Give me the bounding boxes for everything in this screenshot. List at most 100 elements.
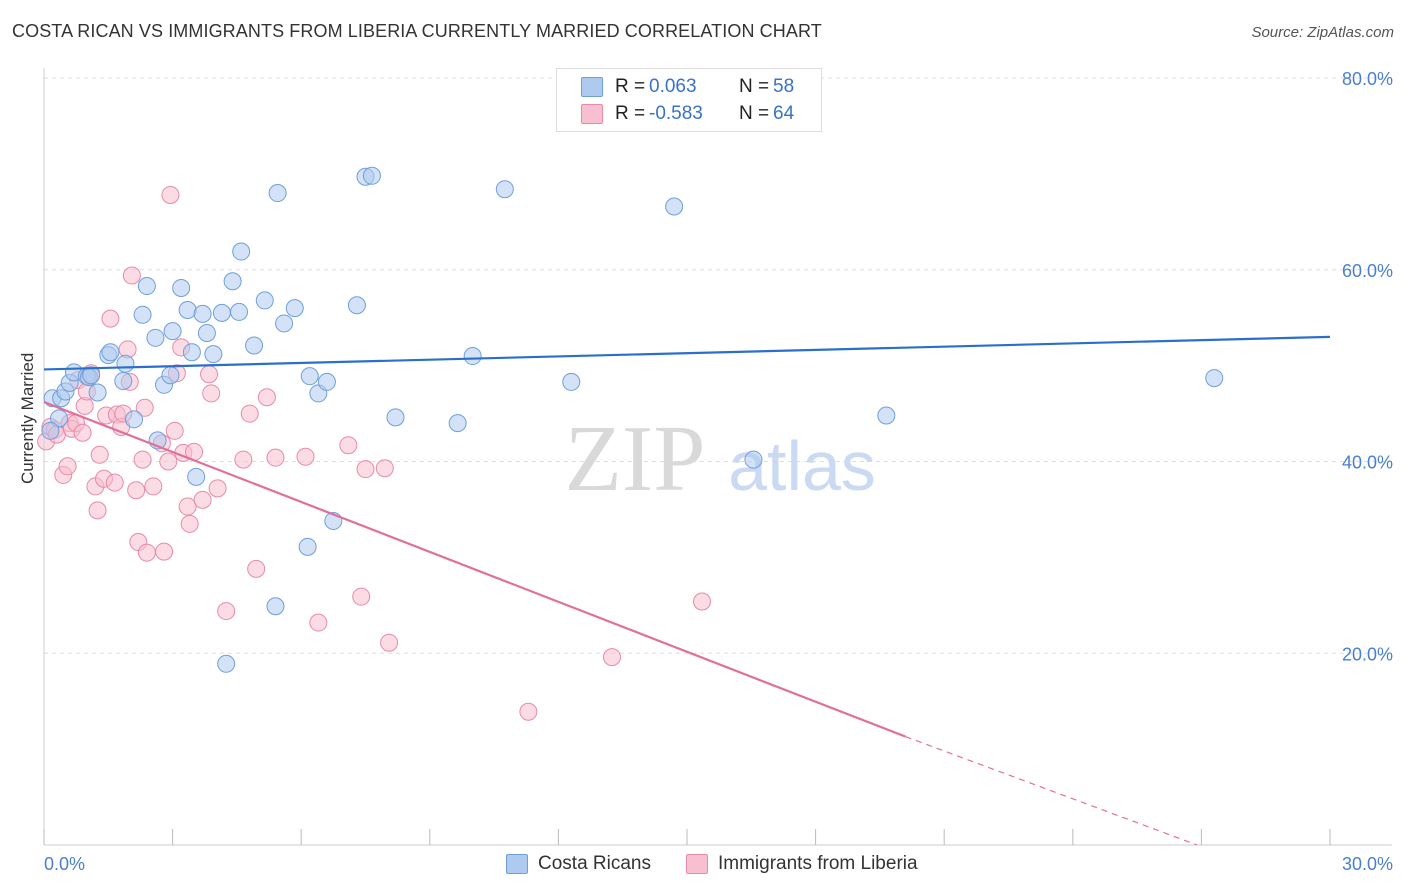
costa-rican-point bbox=[562, 372, 581, 391]
legend-n-label: N = bbox=[739, 76, 770, 97]
costa-rican-point bbox=[133, 305, 152, 324]
liberia-point bbox=[602, 648, 621, 667]
liberia-point bbox=[339, 436, 358, 455]
costa-rican-point bbox=[298, 537, 317, 556]
liberia-point bbox=[127, 481, 146, 500]
costa-rican-point bbox=[1205, 369, 1224, 388]
costa-rican-point bbox=[116, 354, 135, 373]
costa-rican-point bbox=[300, 367, 319, 386]
liberia-point bbox=[58, 457, 77, 476]
y-tick-label: 20.0% bbox=[1342, 644, 1393, 664]
liberia-trend-line bbox=[43, 401, 907, 738]
costa-rican-point bbox=[245, 336, 264, 355]
grid bbox=[44, 77, 1392, 654]
costa-rican-point bbox=[182, 343, 201, 362]
watermark-zip: ZIP bbox=[565, 407, 706, 511]
axes bbox=[43, 68, 1392, 846]
liberia-point bbox=[240, 404, 259, 423]
liberia-point bbox=[208, 479, 227, 498]
legend-r-label: R = bbox=[615, 76, 646, 97]
liberia-point bbox=[202, 384, 221, 403]
liberia-point bbox=[144, 477, 163, 496]
y-axis-label: Currently Married bbox=[18, 352, 37, 484]
y-tick-label: 40.0% bbox=[1342, 453, 1393, 473]
costa-rican-point bbox=[232, 242, 251, 261]
costa-rican-point bbox=[172, 278, 191, 297]
bottom-legend-swatch-pink bbox=[686, 854, 708, 874]
liberia-point bbox=[161, 185, 180, 204]
costa-rican-point bbox=[285, 299, 304, 318]
liberia-point bbox=[380, 633, 399, 652]
costa-rican-point bbox=[82, 366, 101, 385]
liberia-point bbox=[247, 559, 266, 578]
bottom-legend-label: Costa Ricans bbox=[538, 853, 651, 874]
legend-n-label: N = bbox=[739, 103, 770, 124]
liberia-point bbox=[105, 473, 124, 492]
liberia-point bbox=[178, 497, 197, 516]
liberia-point bbox=[356, 460, 375, 479]
costa-rican-point bbox=[161, 366, 180, 385]
liberia-point bbox=[101, 309, 120, 328]
liberia-trend-extension bbox=[905, 736, 1198, 846]
costa-rican-point bbox=[448, 414, 467, 433]
costa-rican-point bbox=[266, 597, 285, 616]
trend-lines bbox=[43, 335, 1331, 846]
legend-r-value: 0.063 bbox=[649, 76, 697, 97]
liberia-point bbox=[200, 365, 219, 384]
liberia-point bbox=[155, 542, 174, 561]
liberia-point bbox=[133, 450, 152, 469]
y-tick-label: 80.0% bbox=[1342, 69, 1393, 89]
costa-rican-point bbox=[744, 450, 763, 469]
costa-rican-point bbox=[230, 302, 249, 321]
costa-rican-point bbox=[146, 328, 165, 347]
liberia-point bbox=[193, 490, 212, 509]
liberia-point bbox=[180, 514, 199, 533]
legend-n-value: 64 bbox=[773, 103, 795, 124]
legend-r-value: -0.583 bbox=[649, 103, 703, 124]
costa-rican-point bbox=[217, 654, 236, 673]
costa-rican-point bbox=[114, 371, 133, 390]
y-tick-label: 60.0% bbox=[1342, 261, 1393, 281]
costa-rican-point bbox=[187, 467, 206, 486]
costa-rican-point bbox=[197, 324, 216, 343]
watermark: ZIP atlas bbox=[565, 407, 876, 511]
costa-rican-point bbox=[317, 372, 336, 391]
liberia-point bbox=[122, 266, 141, 285]
liberia-point bbox=[257, 388, 276, 407]
liberia-point bbox=[159, 452, 178, 471]
costa-rican-point bbox=[137, 277, 156, 296]
liberia-point bbox=[135, 398, 154, 417]
costa-rican-point bbox=[101, 343, 120, 362]
source-label: Source: ZipAtlas.com bbox=[1251, 24, 1394, 41]
costa-rican-point bbox=[178, 301, 197, 320]
costa-rican-points bbox=[41, 166, 1224, 673]
tick-labels: 20.0% 40.0% 60.0% 80.0% 0.0% 30.0% bbox=[44, 69, 1393, 874]
liberia-point bbox=[88, 501, 107, 520]
costa-rican-point bbox=[347, 296, 366, 315]
liberia-point bbox=[352, 587, 371, 606]
costa-rican-point bbox=[125, 410, 144, 429]
liberia-point bbox=[165, 421, 184, 440]
costa-rican-point bbox=[223, 272, 242, 291]
liberia-point bbox=[266, 448, 285, 467]
liberia-point bbox=[90, 445, 109, 464]
costa-rican-point bbox=[386, 408, 405, 427]
costa-rican-point bbox=[50, 409, 69, 428]
liberia-point bbox=[137, 543, 156, 562]
liberia-point bbox=[309, 613, 328, 632]
costa-rican-point bbox=[204, 345, 223, 364]
costa-rican-point bbox=[212, 303, 231, 322]
liberia-point bbox=[375, 459, 394, 478]
x-tick-label: 30.0% bbox=[1342, 854, 1393, 874]
legend-r-label: R = bbox=[615, 103, 646, 124]
costa-rican-point bbox=[255, 291, 274, 310]
legend-n-value: 58 bbox=[773, 76, 795, 97]
costa-rican-point bbox=[495, 180, 514, 199]
x-tick-label: 0.0% bbox=[44, 854, 85, 874]
correlation-legend: R = 0.063 N = 58 R = -0.583 N = 64 bbox=[556, 68, 822, 132]
costa-rican-point bbox=[268, 184, 287, 203]
costa-rican-point bbox=[665, 197, 684, 216]
liberia-point bbox=[519, 702, 538, 721]
liberia-point bbox=[296, 447, 315, 466]
